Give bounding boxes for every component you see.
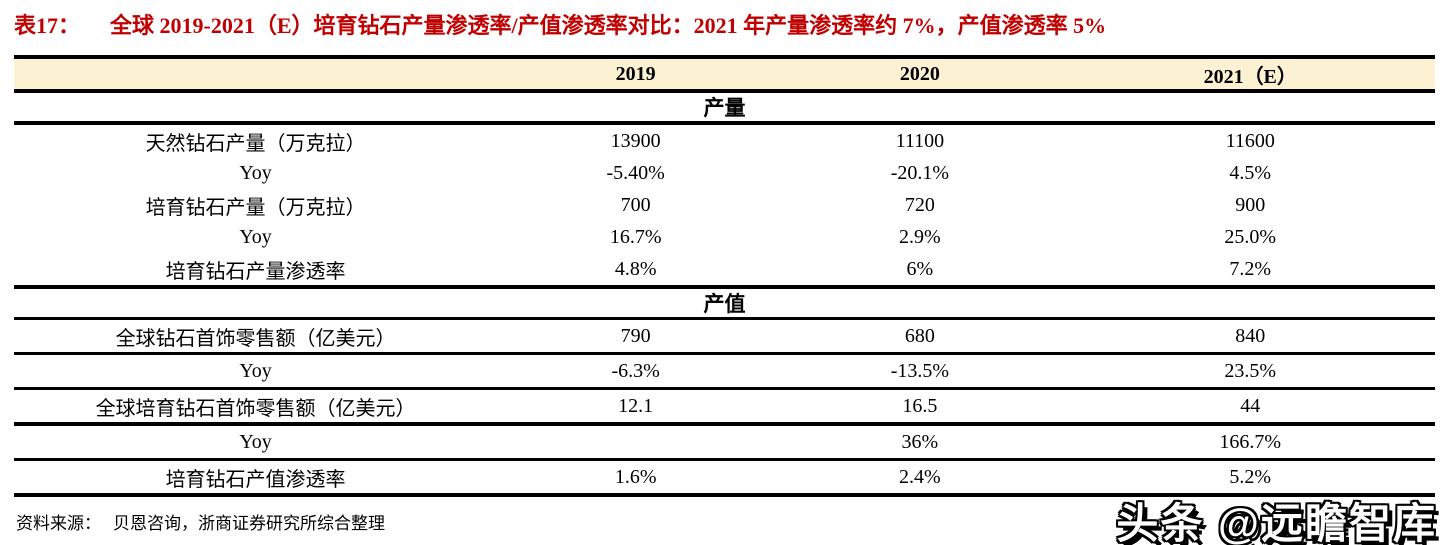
section-header-label: 产值 bbox=[703, 292, 746, 316]
cell-value: -20.1% bbox=[890, 161, 950, 184]
column-header-2019: 2019 bbox=[615, 62, 656, 85]
row-label: 培育钻石产量渗透率 bbox=[165, 260, 346, 283]
cell-value: 720 bbox=[904, 193, 935, 216]
section-header-label: 产量 bbox=[703, 96, 746, 120]
column-header-2020: 2020 bbox=[899, 62, 940, 85]
section-header-value: 产值 bbox=[14, 289, 1435, 320]
cell-value: 4.8% bbox=[614, 257, 657, 280]
cell-value: 7.2% bbox=[1229, 257, 1272, 280]
table-row-natural-production: 天然钻石产量（万克拉） 13900 11100 11600 bbox=[14, 125, 1435, 157]
cell-value: -6.3% bbox=[611, 359, 660, 382]
cell-value: 166.7% bbox=[1219, 430, 1282, 453]
cell-value: 36% bbox=[901, 430, 939, 453]
cell-value: 13900 bbox=[610, 129, 661, 152]
cell-value: 680 bbox=[904, 324, 935, 347]
row-label: 天然钻石产量（万克拉） bbox=[145, 132, 366, 155]
cell-value: 12.1 bbox=[618, 394, 654, 417]
table-caption-text: 全球 2019-2021（E）培育钻石产量渗透率/产值渗透率对比：2021 年产… bbox=[110, 13, 1107, 38]
table-row-labgrown-production: 培育钻石产量（万克拉） 700 720 900 bbox=[14, 189, 1435, 221]
row-label: Yoy bbox=[239, 225, 272, 248]
cell-value: 2.4% bbox=[899, 465, 941, 488]
table-row-natural-production-yoy: Yoy -5.40% -20.1% 4.5% bbox=[14, 157, 1435, 189]
watermark-text: 头条 @远瞻智库 bbox=[1116, 500, 1437, 545]
row-label: 全球钻石首饰零售额（亿美元） bbox=[115, 327, 396, 350]
column-header-2021e: 2021（E） bbox=[1203, 65, 1297, 88]
table-caption: 表17： 全球 2019-2021（E）培育钻石产量渗透率/产值渗透率对比：202… bbox=[0, 0, 1443, 40]
row-label: 培育钻石产值渗透率 bbox=[165, 468, 346, 491]
table-caption-number: 表17： bbox=[14, 13, 81, 38]
cell-value: 25.0% bbox=[1224, 225, 1277, 248]
row-label: Yoy bbox=[239, 430, 272, 453]
table-header-row: 2019 2020 2021（E） bbox=[14, 55, 1435, 93]
cell-value: 2.9% bbox=[899, 225, 941, 248]
cell-value: 5.2% bbox=[1229, 465, 1272, 488]
table-row-labgrown-retail: 全球培育钻石首饰零售额（亿美元） 12.1 16.5 44 bbox=[14, 390, 1435, 426]
row-label: 全球培育钻石首饰零售额（亿美元） bbox=[95, 397, 416, 420]
source-note-label: 资料来源： bbox=[16, 514, 101, 533]
cell-value: 16.5 bbox=[902, 394, 938, 417]
table-row-global-retail: 全球钻石首饰零售额（亿美元） 790 680 840 bbox=[14, 320, 1435, 355]
cell-value: 11600 bbox=[1225, 129, 1275, 152]
table-row-production-penetration: 培育钻石产量渗透率 4.8% 6% 7.2% bbox=[14, 253, 1435, 289]
section-header-production: 产量 bbox=[14, 93, 1435, 125]
cell-value: 6% bbox=[906, 257, 934, 280]
cell-value: 11100 bbox=[895, 129, 945, 152]
cell-value: 1.6% bbox=[614, 465, 657, 488]
source-note-text: 贝恩咨询，浙商证券研究所综合整理 bbox=[113, 514, 385, 533]
row-label: Yoy bbox=[239, 161, 272, 184]
cell-value: 4.5% bbox=[1229, 161, 1272, 184]
table-row-global-retail-yoy: Yoy -6.3% -13.5% 23.5% bbox=[14, 355, 1435, 390]
row-label: Yoy bbox=[239, 359, 272, 382]
cell-value: 44 bbox=[1240, 394, 1261, 417]
cell-value: -5.40% bbox=[606, 161, 665, 184]
data-table: 2019 2020 2021（E） 产量 天然钻石产量（万克拉） 13900 1… bbox=[14, 55, 1435, 497]
cell-value: 840 bbox=[1235, 324, 1266, 347]
cell-value: -13.5% bbox=[890, 359, 950, 382]
table-row-labgrown-retail-yoy: Yoy 36% 166.7% bbox=[14, 426, 1435, 461]
cell-value: 790 bbox=[620, 324, 651, 347]
row-label: 培育钻石产量（万克拉） bbox=[145, 196, 366, 219]
table-row-labgrown-production-yoy: Yoy 16.7% 2.9% 25.0% bbox=[14, 221, 1435, 253]
source-note: 资料来源： 贝恩咨询，浙商证券研究所综合整理 bbox=[16, 509, 1429, 534]
cell-value: 16.7% bbox=[609, 225, 662, 248]
cell-value: 700 bbox=[620, 193, 651, 216]
cell-value: 23.5% bbox=[1224, 359, 1277, 382]
table-row-value-penetration: 培育钻石产值渗透率 1.6% 2.4% 5.2% bbox=[14, 461, 1435, 497]
cell-value: 900 bbox=[1235, 193, 1266, 216]
